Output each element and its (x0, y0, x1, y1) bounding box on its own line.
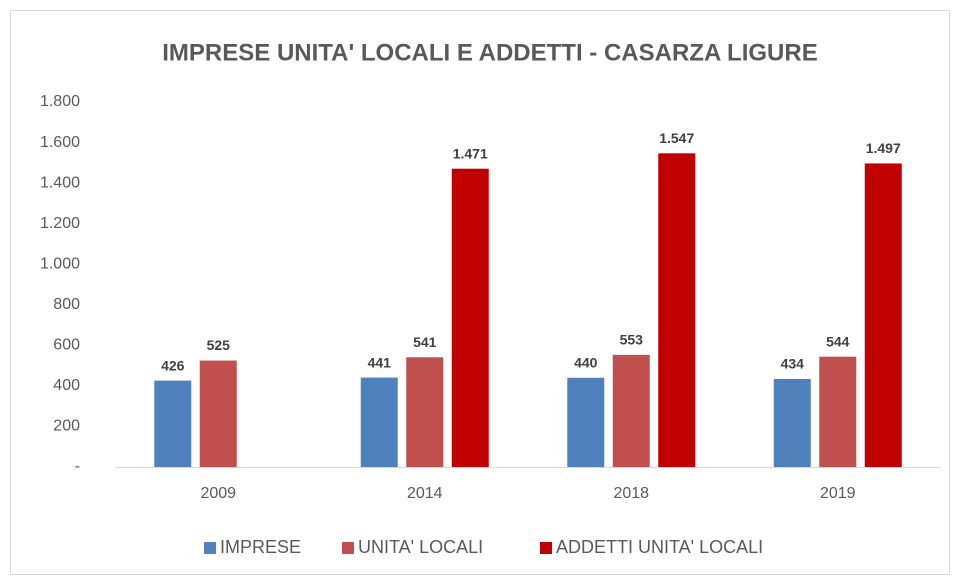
legend-label: IMPRESE (220, 537, 301, 557)
bar (360, 377, 398, 467)
y-tick-label: 1.600 (40, 134, 80, 151)
x-tick-label: 2019 (820, 485, 856, 502)
y-tick-label: 600 (53, 337, 80, 354)
bar (406, 357, 444, 467)
bar (612, 354, 650, 467)
data-label: 1.497 (866, 140, 901, 156)
bar (773, 378, 811, 467)
data-label: 426 (161, 357, 185, 373)
y-tick-label: 1.000 (40, 255, 80, 272)
x-tick-label: 2018 (613, 485, 649, 502)
data-label: 434 (781, 356, 805, 372)
legend-label: ADDETTI UNITA' LOCALI (556, 537, 763, 557)
data-label: 1.471 (453, 145, 488, 161)
data-label: 525 (207, 337, 231, 353)
data-label: 544 (826, 333, 850, 349)
data-label: 441 (368, 354, 392, 370)
bar (451, 168, 489, 468)
bar (819, 356, 857, 467)
data-label: 1.547 (659, 130, 694, 146)
x-tick-label: 2009 (200, 485, 236, 502)
y-tick-label: 800 (53, 296, 80, 313)
bar (199, 360, 237, 467)
y-tick-label: 1.200 (40, 215, 80, 232)
data-label: 440 (574, 354, 598, 370)
x-tick-label: 2014 (407, 485, 443, 502)
bar (154, 380, 192, 467)
y-tick-label: 1.400 (40, 174, 80, 191)
bar (567, 377, 605, 467)
y-tick-label: 200 (53, 418, 80, 435)
data-label: 553 (620, 332, 644, 348)
legend-label: UNITA' LOCALI (358, 537, 483, 557)
bar (864, 163, 902, 468)
data-label: 541 (413, 334, 437, 350)
legend-swatch (540, 542, 552, 554)
y-tick-label: 400 (53, 377, 80, 394)
bar (658, 153, 696, 467)
y-tick-label: - (75, 458, 80, 475)
chart-title: IMPRESE UNITA' LOCALI E ADDETTI - CASARZ… (162, 39, 817, 66)
legend-swatch (342, 542, 354, 554)
y-tick-label: 1.800 (40, 93, 80, 110)
legend-swatch (204, 542, 216, 554)
